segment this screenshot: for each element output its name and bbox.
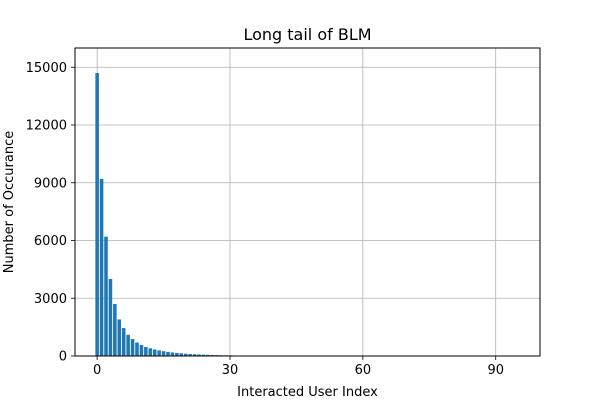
bar xyxy=(188,353,192,356)
y-tick-label: 12000 xyxy=(26,119,67,134)
bar xyxy=(210,354,215,356)
bar xyxy=(148,348,153,356)
bar xyxy=(144,346,148,356)
y-tick-label: 15000 xyxy=(26,61,67,76)
bar xyxy=(130,339,135,356)
bar xyxy=(206,354,210,356)
y-axis-label: Number of Occurance xyxy=(2,131,17,273)
bar xyxy=(104,236,108,356)
x-axis-label: Interacted User Index xyxy=(237,385,378,400)
y-tick-label: 0 xyxy=(59,350,67,365)
bar xyxy=(117,319,122,356)
y-tick-label: 3000 xyxy=(34,292,67,307)
y-tick-label: 6000 xyxy=(34,234,67,249)
bar xyxy=(139,345,144,356)
bar xyxy=(152,349,157,356)
x-tick-label: 90 xyxy=(487,363,504,378)
bar xyxy=(175,352,179,356)
bar xyxy=(95,73,99,357)
x-tick-label: 60 xyxy=(355,363,372,378)
bar xyxy=(121,328,126,356)
bar xyxy=(135,342,139,356)
bar xyxy=(179,353,184,356)
bar xyxy=(99,178,104,356)
bar xyxy=(201,354,206,356)
bar xyxy=(166,351,170,356)
bar xyxy=(170,352,175,356)
bar xyxy=(157,350,161,356)
bar xyxy=(113,304,117,356)
x-tick-label: 30 xyxy=(222,363,239,378)
bar xyxy=(197,354,201,356)
bar xyxy=(108,279,113,356)
bar xyxy=(183,353,188,356)
x-tick-label: 0 xyxy=(93,363,101,378)
ticks: 0 30 60 90 0 3000 6000 9000 12000 15000 xyxy=(26,61,504,378)
bar xyxy=(192,354,197,356)
plot-frame xyxy=(74,47,541,357)
y-tick-label: 9000 xyxy=(34,176,67,191)
chart-title: Long tail of BLM xyxy=(243,25,371,44)
bar xyxy=(161,351,166,356)
bar xyxy=(126,334,130,356)
